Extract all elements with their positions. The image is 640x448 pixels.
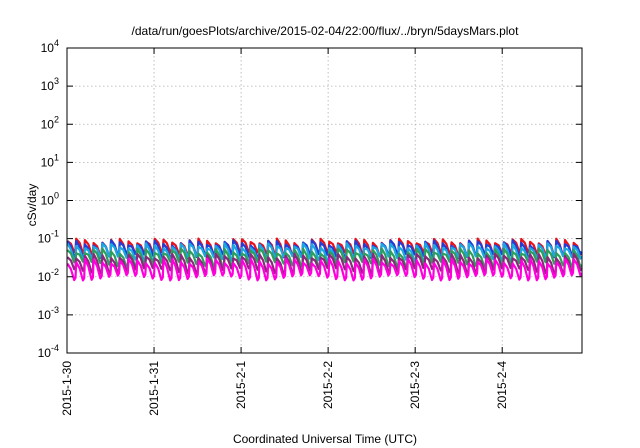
y-tick-label: 10-1 (38, 229, 59, 246)
y-tick-label: 10-3 (38, 305, 59, 322)
x-tick-label: 2015-2-3 (408, 361, 422, 409)
y-tick-label: 102 (41, 114, 59, 131)
x-tick-label: 2015-2-1 (234, 361, 248, 409)
series-group (66, 237, 583, 282)
y-axis-label: cSv/day (25, 184, 39, 227)
y-axis: 10-4 10-3 10-2 10-1 100 101 102 103 104 (38, 38, 582, 360)
y-tick-label: 10-2 (38, 267, 59, 284)
x-tick-label: 2015-1-31 (147, 361, 161, 416)
grid (67, 48, 582, 353)
x-axis: 2015-1-30 2015-1-31 2015-2-1 2015-2-2 2015-2… (60, 48, 509, 416)
y-tick-label: 100 (41, 191, 59, 208)
chart-title: /data/run/goesPlots/archive/2015-02-04/2… (132, 24, 520, 38)
x-axis-label: Coordinated Universal Time (UTC) (233, 432, 417, 446)
y-tick-label: 10-4 (38, 343, 59, 360)
x-tick-label: 2015-2-4 (495, 361, 509, 409)
x-tick-label: 2015-1-30 (60, 361, 74, 416)
y-tick-label: 104 (41, 38, 59, 55)
y-tick-label: 103 (41, 76, 59, 93)
series-line-6 (66, 257, 583, 282)
y-tick-label: 101 (41, 152, 59, 169)
x-tick-label: 2015-2-2 (321, 361, 335, 409)
